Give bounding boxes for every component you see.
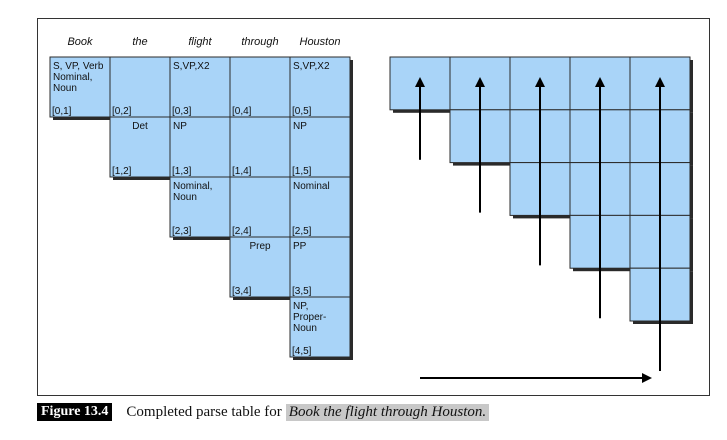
parse-cell-box [289,296,351,358]
cell-index: [1,4] [232,166,252,177]
parse-cell: NP,Proper-Noun [4,5] [289,296,351,358]
figure-label: Figure 13.4 [37,403,113,421]
cell-constituents: Det [132,121,148,132]
caption-text: Completed parse table for [126,403,282,420]
cell-constituents: Noun [53,83,77,94]
sentence-words: Book the flight through Houston [67,36,340,48]
cell-constituents: Prep [249,241,271,252]
cell-index: [0,2] [112,106,132,117]
cell-index: [0,4] [232,106,252,117]
parse-cell-box [229,116,291,178]
cell-index: [0,5] [292,106,312,117]
cell-index: [1,2] [112,166,132,177]
parse-cell-box [289,176,351,238]
cell-index: [0,3] [172,106,192,117]
parse-cell-box [229,176,291,238]
cell-index: [4,5] [292,346,312,357]
parse-cell: Det [1,2] [109,116,171,178]
parse-cell-box [289,56,351,118]
right-fill-order-table [389,56,693,324]
parse-cell: Nominal [2,5] [289,176,351,238]
parse-cell-box [169,56,231,118]
parse-cell: [0,4] [229,56,291,118]
cell-constituents: NP [293,121,307,132]
cell-index: [2,4] [232,226,252,237]
cell-constituents: Noun [173,192,197,203]
cell-constituents: PP [293,241,307,252]
cell-constituents: NP, [293,301,308,312]
parse-cell-box [289,236,351,298]
cell-constituents: Nominal, [53,72,92,83]
cell-constituents: Nominal [293,181,330,192]
word-label: Houston [300,36,341,48]
parse-cell: [1,4] [229,116,291,178]
parse-cell-box [109,56,171,118]
parse-cell-box [49,56,111,118]
parse-cell: PP [3,5] [289,236,351,298]
cell-constituents: S, VP, Verb [53,61,104,72]
cell-constituents: NP [173,121,187,132]
word-label: flight [188,36,212,48]
parse-cell: [0,2] [109,56,171,118]
cell-index: [1,5] [292,166,312,177]
cell-constituents: Noun [293,323,317,334]
parse-cell-box [229,236,291,298]
parse-cell-box [289,116,351,178]
parse-cell: Nominal,Noun [2,3] [169,176,231,238]
cell-constituents: Proper- [293,312,326,323]
parse-cell: NP [1,5] [289,116,351,178]
parse-cell: S,VP,X2 [0,5] [289,56,351,118]
parse-cell: NP [1,3] [169,116,231,178]
parse-cell-box [169,116,231,178]
cell-index: [1,3] [172,166,192,177]
parse-cell: S,VP,X2 [0,3] [169,56,231,118]
word-label: Book [67,36,93,48]
cell-index: [3,5] [292,286,312,297]
parse-cell: [2,4] [229,176,291,238]
cell-index: [2,5] [292,226,312,237]
caption-sentence: Book the flight through Houston. [285,403,490,421]
cell-index: [0,1] [52,106,72,117]
cell-index: [3,4] [232,286,252,297]
cell-constituents: Nominal, [173,181,212,192]
parse-table-figure: Book the flight through Houston S, VP, VerbN… [49,36,693,383]
cell-constituents: S,VP,X2 [293,61,330,72]
cell-constituents: S,VP,X2 [173,61,210,72]
cell-index: [2,3] [172,226,192,237]
fill-order-arrows [415,77,665,383]
parse-cell: Prep [3,4] [229,236,291,298]
figure-caption: Figure 13.4 Completed parse table for Bo… [37,402,490,422]
word-label: the [132,36,147,48]
word-label: through [241,36,278,48]
parse-cell-box [229,56,291,118]
